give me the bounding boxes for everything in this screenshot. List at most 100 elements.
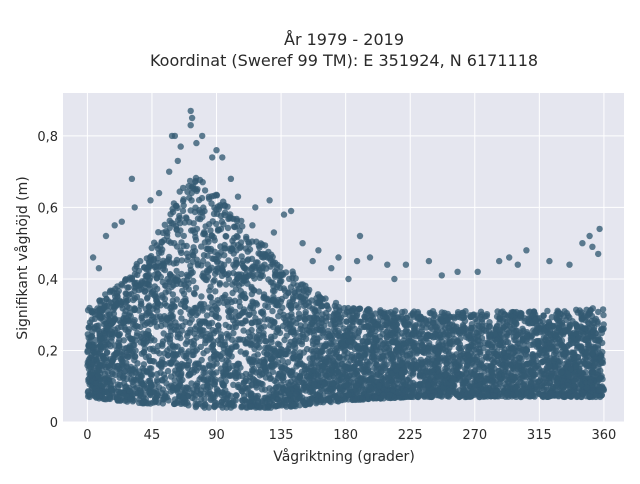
data-point [429, 366, 435, 372]
data-point [297, 396, 303, 402]
data-point [238, 288, 244, 294]
data-point [134, 272, 140, 278]
data-point [189, 309, 195, 315]
data-point [237, 245, 243, 251]
data-point [154, 371, 160, 377]
data-point [262, 338, 268, 344]
data-point [149, 289, 155, 295]
data-point [275, 396, 281, 402]
data-point [159, 341, 165, 347]
data-point [570, 330, 576, 336]
data-point [227, 211, 233, 217]
data-point [144, 310, 150, 316]
data-point [215, 322, 221, 328]
data-point [278, 364, 284, 370]
data-point [183, 215, 189, 221]
data-point [455, 339, 461, 345]
data-point [523, 346, 529, 352]
data-point [94, 305, 100, 311]
data-point [212, 288, 218, 294]
data-point [323, 334, 329, 340]
data-point [230, 317, 236, 323]
data-point [152, 283, 158, 289]
data-point [177, 378, 183, 384]
data-point [472, 363, 478, 369]
data-point [104, 325, 110, 331]
data-point [482, 313, 488, 319]
data-point [147, 321, 153, 327]
data-point [267, 322, 273, 328]
data-point [219, 218, 225, 224]
data-point [401, 345, 407, 351]
data-point [282, 351, 288, 357]
data-point [249, 291, 255, 297]
data-point [327, 348, 333, 354]
data-point [229, 290, 235, 296]
data-point [362, 316, 368, 322]
data-point [196, 376, 202, 382]
data-point [101, 356, 107, 362]
data-point [343, 383, 349, 389]
data-point [309, 320, 315, 326]
data-point [359, 395, 365, 401]
data-point [174, 205, 180, 211]
data-point [429, 393, 435, 399]
data-point [566, 342, 572, 348]
data-point [470, 353, 476, 359]
data-point [232, 224, 238, 230]
data-point [307, 355, 313, 361]
data-point [395, 389, 401, 395]
data-point [294, 383, 300, 389]
data-point [221, 382, 227, 388]
data-point [435, 366, 441, 372]
data-point [220, 267, 226, 273]
data-point [465, 352, 471, 358]
data-point [303, 302, 309, 308]
data-point [236, 361, 242, 367]
data-point [200, 365, 206, 371]
data-point [144, 294, 150, 300]
data-point [260, 370, 266, 376]
data-point [222, 363, 228, 369]
data-point [119, 352, 125, 358]
data-point [362, 345, 368, 351]
data-point [249, 256, 255, 262]
data-point [212, 313, 218, 319]
data-point [238, 404, 244, 410]
data-point [147, 337, 153, 343]
data-point [165, 397, 171, 403]
data-point [501, 349, 507, 355]
data-point [127, 335, 133, 341]
data-point [243, 371, 249, 377]
data-point [242, 295, 248, 301]
data-point [328, 321, 334, 327]
data-point [221, 262, 227, 268]
data-point [88, 360, 94, 366]
data-point [196, 197, 202, 203]
data-point [120, 375, 126, 381]
data-point [147, 371, 153, 377]
data-point [206, 404, 212, 410]
data-point [311, 306, 317, 312]
data-point [256, 242, 262, 248]
data-point [306, 287, 312, 293]
data-point [216, 227, 222, 233]
data-point [426, 340, 432, 346]
data-point [413, 322, 419, 328]
data-point [399, 361, 405, 367]
data-point [460, 310, 466, 316]
data-point [354, 390, 360, 396]
data-point [321, 343, 327, 349]
data-point [208, 294, 214, 300]
data-point [376, 372, 382, 378]
data-point [573, 363, 579, 369]
data-point [168, 382, 174, 388]
data-point [270, 283, 276, 289]
data-point [507, 323, 513, 329]
data-point [198, 301, 204, 307]
data-point [145, 328, 151, 334]
data-point [162, 222, 168, 228]
data-point [271, 346, 277, 352]
data-point [206, 287, 212, 293]
data-point [318, 324, 324, 330]
